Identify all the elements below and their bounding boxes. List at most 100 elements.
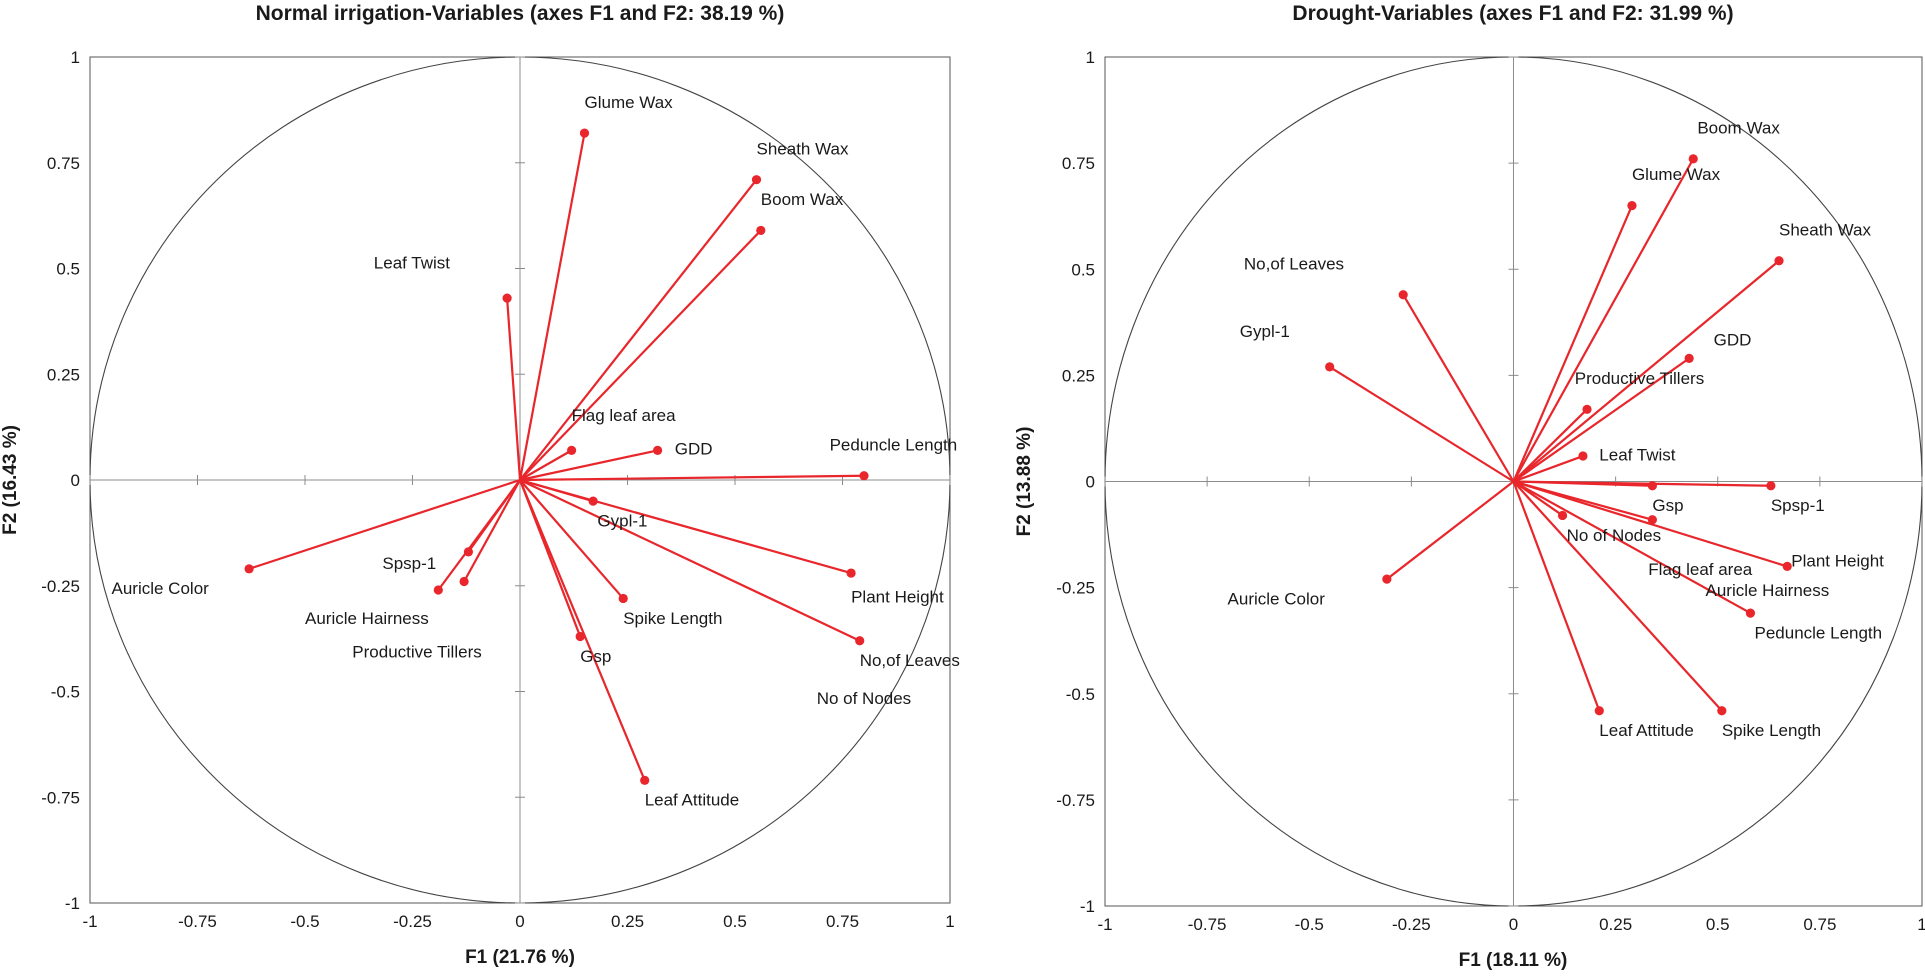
variable-point <box>434 585 443 594</box>
variable-label: Gsp <box>580 647 611 666</box>
variable-label: Leaf Attitude <box>1599 721 1694 740</box>
variable-point <box>1382 575 1391 584</box>
y-tick-label: 0.25 <box>47 365 80 384</box>
y-tick-label: 0.75 <box>1062 154 1095 173</box>
variable-label: Plant Height <box>1791 551 1884 570</box>
variable-label: Auricle Color <box>1228 590 1326 609</box>
variable-label: Gypl-1 <box>1240 322 1290 341</box>
variable-point <box>503 294 512 303</box>
variable-label: Spike Length <box>623 609 722 628</box>
variable-label: GDD <box>675 440 713 459</box>
variable-label: Glume Wax <box>585 93 674 112</box>
variable-point <box>1578 451 1587 460</box>
variable-point <box>567 446 576 455</box>
x-tick-label: 0.75 <box>826 912 859 931</box>
y-tick-label: -0.25 <box>41 577 80 596</box>
x-tick-label: 0.5 <box>1706 915 1730 934</box>
y-tick-label: -1 <box>65 894 80 913</box>
x-tick-label: 0.75 <box>1803 915 1836 934</box>
variable-vector <box>520 480 623 598</box>
variable-label: No,of Leaves <box>1244 254 1344 273</box>
variable-vector <box>520 180 757 480</box>
x-tick-label: 0.25 <box>1599 915 1632 934</box>
variable-vector <box>438 480 520 590</box>
variable-point <box>1717 706 1726 715</box>
variable-label: Boom Wax <box>1697 118 1780 137</box>
variable-point <box>1766 481 1775 490</box>
variable-label: Auricle Hairness <box>1705 581 1829 600</box>
variable-point <box>1627 201 1636 210</box>
x-tick-label: 0.5 <box>723 912 747 931</box>
variable-label: Spsp-1 <box>1771 496 1825 515</box>
x-axis-label: F1 (18.11 %) <box>1459 950 1568 971</box>
variable-point <box>245 564 254 573</box>
x-tick-label: 0 <box>1509 915 1518 934</box>
x-tick-label: 1 <box>1917 915 1925 934</box>
y-tick-label: 0.25 <box>1062 366 1095 385</box>
variable-label: Leaf Twist <box>374 254 451 273</box>
drought-panel: -1 -0.75 -0.5 -0.25 0 0.25 0.5 0.75 1 1 0.75 0.5 0.2… <box>1014 2 1925 971</box>
x-tick-label: -1 <box>1097 915 1112 934</box>
y-tick-label: -1 <box>1080 897 1095 916</box>
variable-label: Auricle Color <box>112 579 210 598</box>
y-tick-label: 1 <box>71 48 80 67</box>
variable-point <box>1774 256 1783 265</box>
variable-point <box>580 129 589 138</box>
variable-label: No of Nodes <box>817 689 912 708</box>
y-tick-label: -0.5 <box>51 683 80 702</box>
variable-point <box>752 175 761 184</box>
variable-vector <box>1514 482 1600 711</box>
x-tick-label: -0.25 <box>1392 915 1431 934</box>
variable-vector <box>1514 159 1694 482</box>
variable-point <box>619 594 628 603</box>
chart-title: Drought-Variables (axes F1 and F2: 31.99… <box>1292 2 1733 25</box>
variable-label: Productive Tillers <box>1575 369 1704 388</box>
chart-title: Normal irrigation-Variables (axes F1 and… <box>256 2 785 25</box>
variable-label: Peduncle Length <box>1755 624 1883 643</box>
variable-point <box>1746 608 1755 617</box>
variable-vector <box>520 476 864 480</box>
variable-point <box>1689 154 1698 163</box>
variable-label: Plant Height <box>851 588 944 607</box>
variable-point <box>859 471 868 480</box>
x-tick-label: 0.25 <box>611 912 644 931</box>
variable-point <box>460 577 469 586</box>
variable-label: Spike Length <box>1722 721 1821 740</box>
x-tick-label: -0.25 <box>393 912 432 931</box>
variable-point <box>1558 511 1567 520</box>
normal-irrigation-panel: -1 -0.75 -0.5 -0.25 0 0.25 0.5 0.75 1 1 0.75 0.5 0.2… <box>0 2 960 968</box>
variable-vector <box>1514 409 1588 481</box>
y-tick-label: 0.5 <box>1071 260 1095 279</box>
variable-vector <box>1514 482 1788 567</box>
x-tick-label: -0.75 <box>1188 915 1227 934</box>
y-tick-label: 0 <box>71 471 80 490</box>
y-axis-label: F2 (16.43 %) <box>0 425 21 535</box>
variable-point <box>1648 481 1657 490</box>
variable-label: Spsp-1 <box>382 554 436 573</box>
variable-label: No of Nodes <box>1567 526 1662 545</box>
variable-point <box>855 636 864 645</box>
variable-point <box>653 446 662 455</box>
variable-vector <box>1403 295 1513 482</box>
variable-label: Flag leaf area <box>1648 560 1752 579</box>
variable-point <box>1325 362 1334 371</box>
variable-label: GDD <box>1714 331 1752 350</box>
variable-label: Sheath Wax <box>757 139 849 158</box>
y-tick-label: -0.75 <box>1056 791 1095 810</box>
variable-label: Peduncle Length <box>830 435 958 454</box>
variable-vector <box>1387 482 1514 580</box>
variable-label: Sheath Wax <box>1779 220 1871 239</box>
variable-point <box>756 226 765 235</box>
variable-label: Gypl-1 <box>597 512 647 531</box>
variable-label: Flag leaf area <box>572 406 676 425</box>
y-tick-label: -0.5 <box>1066 685 1095 704</box>
variable-point <box>1595 706 1604 715</box>
pca-figure: -1 -0.75 -0.5 -0.25 0 0.25 0.5 0.75 1 1 0.75 0.5 0.2… <box>0 0 1925 977</box>
variable-point <box>1582 405 1591 414</box>
y-tick-label: 1 <box>1086 48 1095 67</box>
y-axis-label: F2 (13.88 %) <box>1014 427 1035 537</box>
x-tick-label: 1 <box>945 912 954 931</box>
variable-label: No,of Leaves <box>860 651 960 670</box>
x-tick-label: 0 <box>515 912 524 931</box>
variable-point <box>847 568 856 577</box>
